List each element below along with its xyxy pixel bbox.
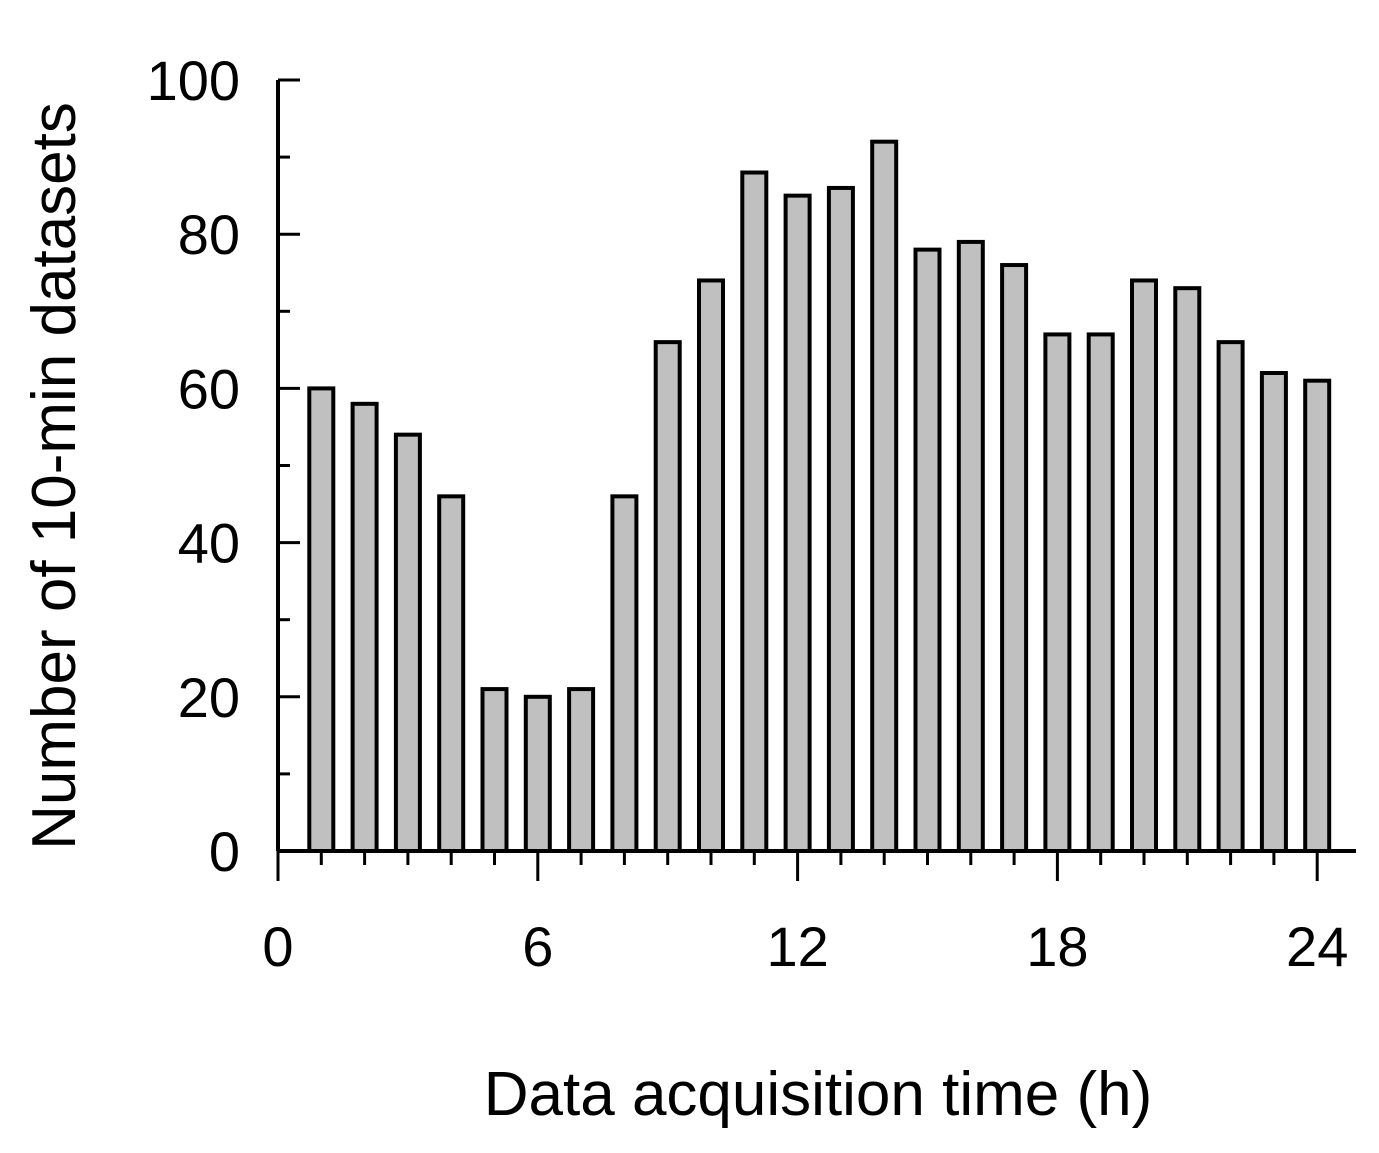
bar-20: [1130, 278, 1158, 853]
bar-17: [1000, 263, 1029, 854]
bar-3: [393, 432, 422, 853]
bar-9: [653, 340, 682, 853]
bar-7: [567, 687, 596, 854]
y-tick-label-80: 80: [178, 203, 240, 266]
y-tick-label-60: 60: [178, 357, 240, 420]
bar-5: [480, 687, 509, 854]
bar-21: [1173, 286, 1202, 854]
bar-6: [523, 694, 552, 853]
tick-labels-group: 0 20 40 60 80 100 0 6 12 18 24: [147, 49, 1349, 978]
bar-10: [697, 278, 725, 853]
bars-group: [307, 139, 1332, 854]
x-tick-label-12: 12: [766, 915, 828, 978]
x-tick-label-24: 24: [1286, 915, 1348, 978]
bar-2: [350, 401, 379, 853]
bar-11: [740, 170, 769, 853]
x-axis-title: Data acquisition time (h): [484, 1060, 1153, 1129]
bar-22: [1216, 340, 1245, 853]
y-tick-label-0: 0: [209, 820, 240, 883]
bar-15: [913, 247, 942, 853]
y-tick-label-40: 40: [178, 512, 240, 575]
x-tick-label-6: 6: [522, 915, 553, 978]
bar-19: [1086, 332, 1115, 853]
y-axis-title: Number of 10-min datasets: [20, 102, 89, 850]
y-tick-label-100: 100: [147, 49, 240, 112]
bar-12: [783, 193, 812, 853]
bar-16: [956, 239, 985, 854]
x-tick-label-0: 0: [262, 915, 293, 978]
bar-1: [307, 386, 336, 853]
bar-14: [870, 139, 899, 853]
axes-group: [276, 78, 1356, 881]
bar-23: [1259, 370, 1288, 853]
y-tick-label-20: 20: [178, 666, 240, 729]
bar-13: [826, 185, 855, 853]
x-tick-label-18: 18: [1026, 915, 1088, 978]
bar-24: [1303, 378, 1332, 853]
bar-4: [437, 494, 466, 853]
bar-18: [1043, 332, 1072, 853]
bar-8: [610, 494, 639, 853]
